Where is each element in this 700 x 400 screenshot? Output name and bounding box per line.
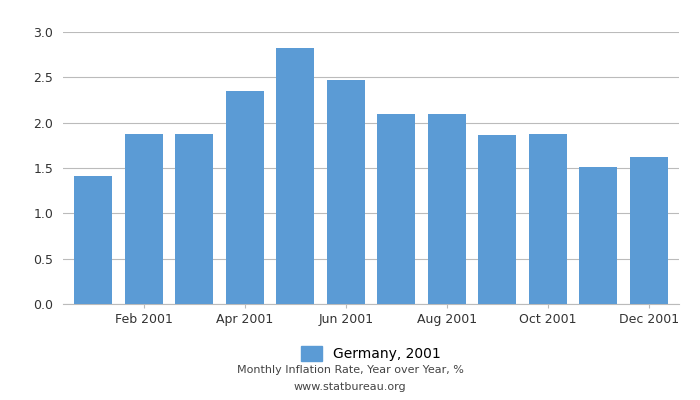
Bar bbox=[276, 48, 314, 304]
Bar bbox=[74, 176, 112, 304]
Bar bbox=[580, 167, 617, 304]
Text: www.statbureau.org: www.statbureau.org bbox=[294, 382, 406, 392]
Bar bbox=[428, 114, 466, 304]
Legend: Germany, 2001: Germany, 2001 bbox=[301, 346, 441, 361]
Bar bbox=[478, 135, 516, 304]
Bar bbox=[226, 91, 264, 304]
Bar bbox=[175, 134, 214, 304]
Bar bbox=[377, 114, 415, 304]
Bar bbox=[528, 134, 567, 304]
Bar bbox=[125, 134, 162, 304]
Text: Monthly Inflation Rate, Year over Year, %: Monthly Inflation Rate, Year over Year, … bbox=[237, 365, 463, 375]
Bar bbox=[630, 157, 668, 304]
Bar bbox=[327, 80, 365, 304]
